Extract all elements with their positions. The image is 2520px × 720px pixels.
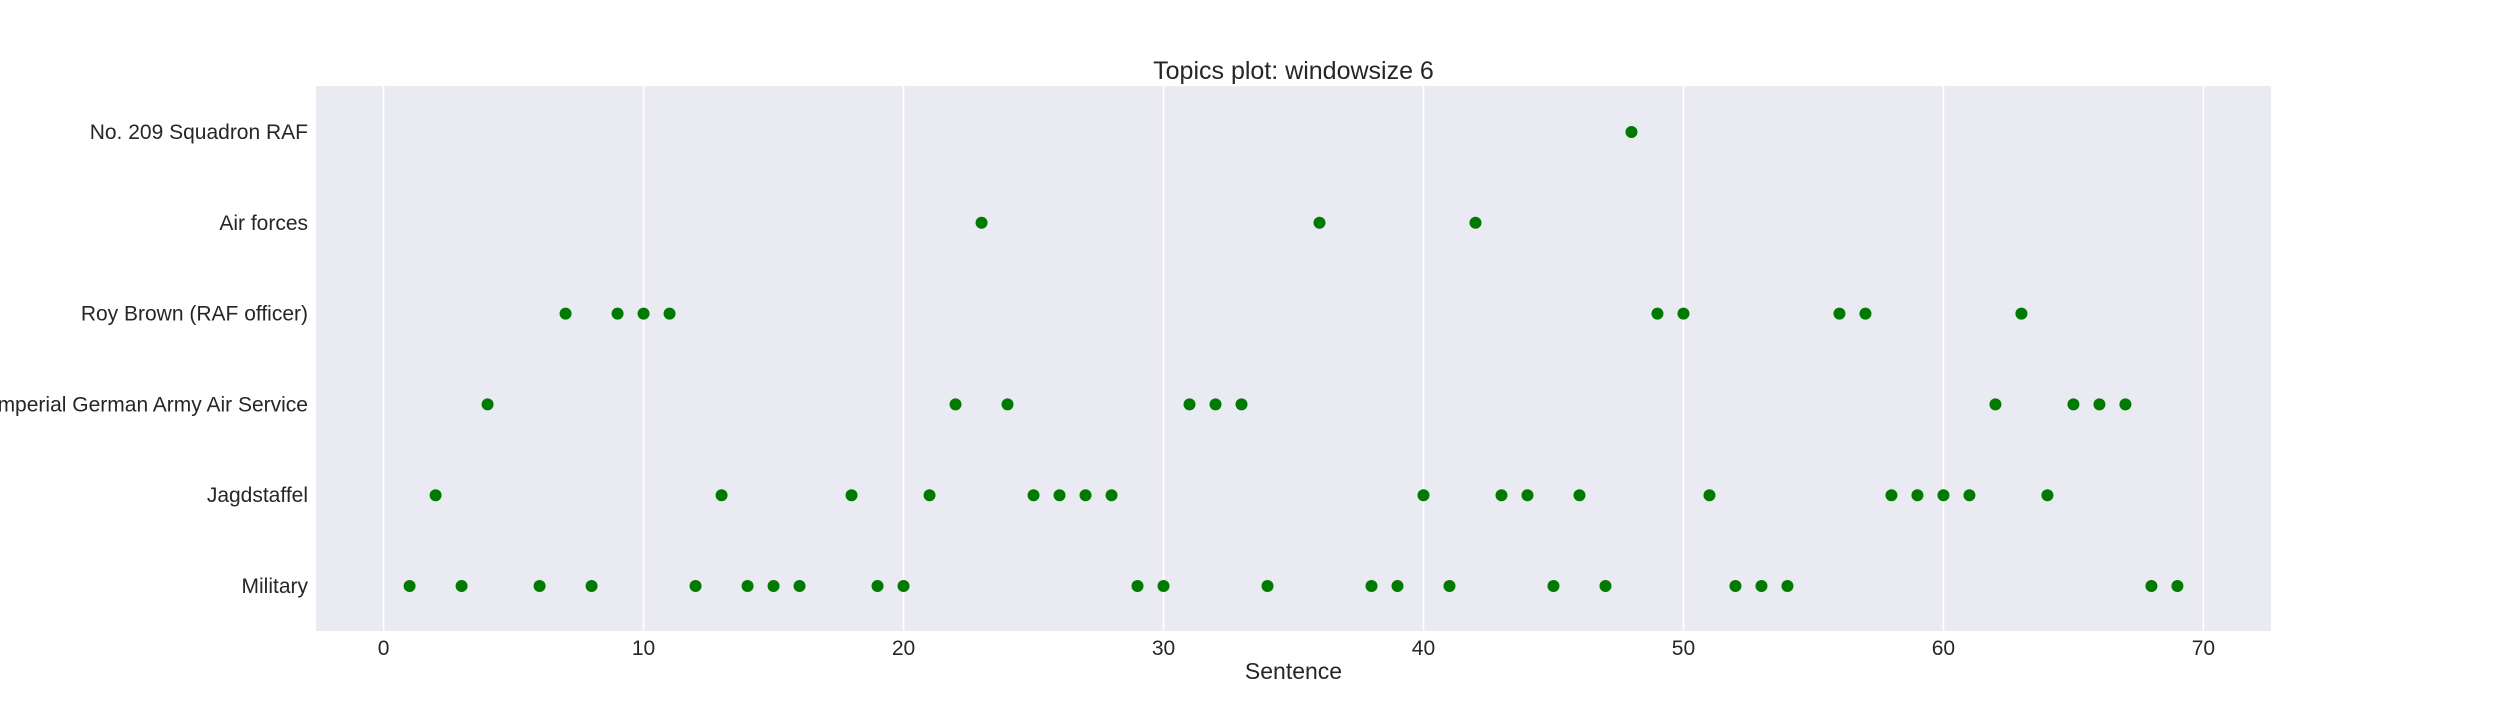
data-point	[637, 307, 650, 320]
data-point	[871, 580, 884, 592]
data-point	[689, 580, 702, 592]
data-point	[1911, 489, 1924, 502]
data-point	[663, 307, 676, 320]
y-tick-label: No. 209 Squadron RAF	[90, 121, 308, 144]
data-point	[2015, 307, 2028, 320]
data-point	[1261, 580, 1274, 592]
data-point	[1209, 398, 1222, 411]
data-point	[481, 398, 494, 411]
y-tick-labels: Military Jagdstaffel Imperial German Army …	[0, 121, 308, 598]
data-point	[1573, 489, 1586, 502]
data-point	[1989, 398, 2002, 411]
data-point	[1885, 489, 1898, 502]
grid-lines	[382, 86, 2205, 631]
data-point	[533, 580, 546, 592]
y-tick-label: Roy Brown (RAF officer)	[81, 303, 308, 326]
y-tick-label: Air forces	[219, 212, 308, 235]
data-point	[1391, 580, 1404, 592]
data-point	[2041, 489, 2054, 502]
data-point	[1755, 580, 1768, 592]
data-point	[1729, 580, 1742, 592]
data-point	[715, 489, 728, 502]
y-tick-label: Imperial German Army Air Service	[0, 393, 308, 416]
y-tick-label: Military	[242, 575, 309, 598]
data-point	[1027, 489, 1040, 502]
y-tick-label: Jagdstaffel	[207, 484, 308, 507]
data-point	[2171, 580, 2184, 592]
data-point	[923, 489, 936, 502]
data-point	[793, 580, 806, 592]
data-point	[455, 580, 468, 592]
x-tick-label: 10	[632, 637, 655, 660]
data-point	[1963, 489, 1976, 502]
data-point	[1443, 580, 1456, 592]
x-tick-label: 70	[2192, 637, 2215, 660]
data-point	[975, 216, 988, 229]
data-point	[1365, 580, 1378, 592]
data-point	[1547, 580, 1560, 592]
data-point	[1937, 489, 1950, 502]
chart-title: Topics plot: windowsize 6	[1153, 57, 1434, 85]
data-point	[429, 489, 442, 502]
data-point	[1781, 580, 1794, 592]
data-point	[559, 307, 572, 320]
data-point	[1469, 216, 1482, 229]
data-point	[2067, 398, 2080, 411]
data-point	[1677, 307, 1690, 320]
data-point	[1521, 489, 1534, 502]
data-point	[741, 580, 754, 592]
data-point	[611, 307, 624, 320]
data-point	[845, 489, 858, 502]
data-point	[585, 580, 598, 592]
data-point	[1105, 489, 1118, 502]
data-point	[1859, 307, 1872, 320]
x-tick-label: 0	[378, 637, 390, 660]
data-point	[949, 398, 962, 411]
x-axis-label: Sentence	[1245, 658, 1342, 684]
data-point	[1235, 398, 1248, 411]
data-point	[897, 580, 910, 592]
x-tick-label: 20	[892, 637, 915, 660]
data-point	[1131, 580, 1144, 592]
data-point	[2119, 398, 2132, 411]
data-point	[1001, 398, 1014, 411]
x-tick-label: 50	[1672, 637, 1695, 660]
data-point	[2093, 398, 2106, 411]
data-point	[1313, 216, 1326, 229]
data-point	[767, 580, 780, 592]
data-point	[1079, 489, 1092, 502]
data-points	[403, 126, 2184, 592]
x-tick-label: 30	[1152, 637, 1175, 660]
data-point	[1599, 580, 1612, 592]
data-point	[1417, 489, 1430, 502]
x-tick-labels: 0 10 20 30 40 50 60 70	[378, 637, 2215, 660]
data-point	[1495, 489, 1508, 502]
data-point	[1703, 489, 1716, 502]
data-point	[1651, 307, 1664, 320]
data-point	[1157, 580, 1170, 592]
x-tick-label: 40	[1412, 637, 1435, 660]
x-tick-label: 60	[1932, 637, 1955, 660]
plot-area	[316, 86, 2271, 631]
data-point	[403, 580, 416, 592]
data-point	[1053, 489, 1066, 502]
data-point	[1833, 307, 1846, 320]
data-point	[2145, 580, 2158, 592]
data-point	[1183, 398, 1196, 411]
data-point	[1625, 126, 1638, 138]
